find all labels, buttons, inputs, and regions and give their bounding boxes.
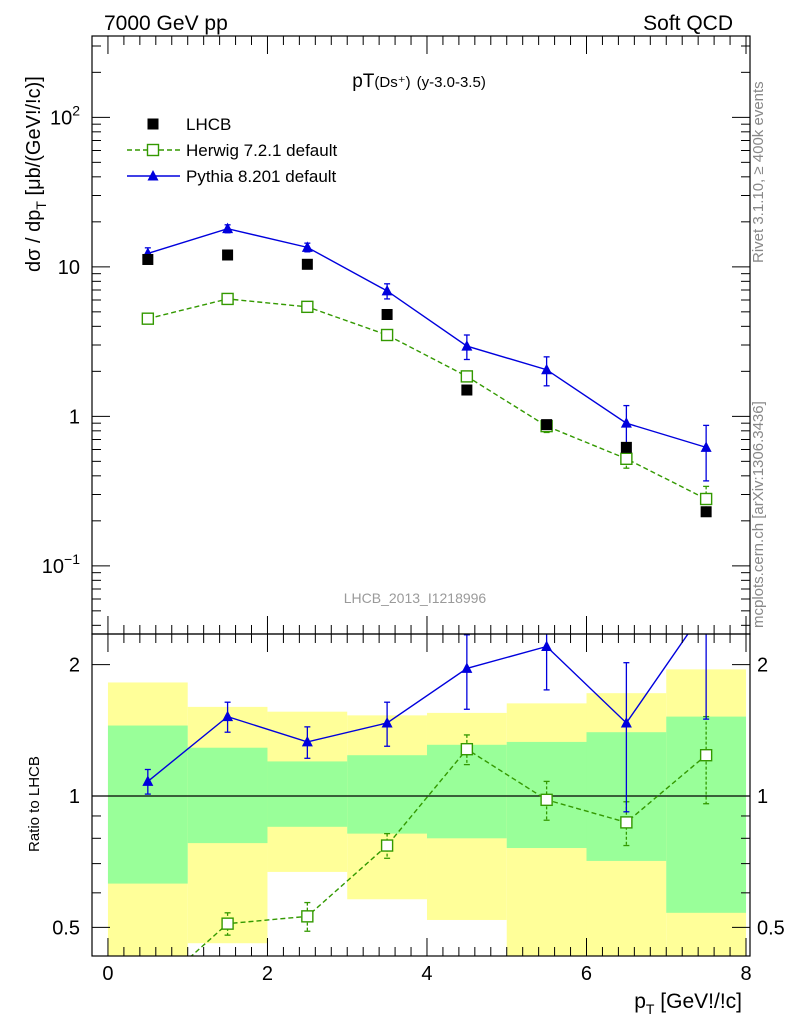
main-y-tick-label: 1 — [69, 406, 80, 428]
x-axis-label: pT [GeV!/!c] — [634, 990, 742, 1017]
main-y-tick-label: 10 — [58, 257, 80, 279]
header-energy: 7000 GeV pp — [104, 12, 228, 35]
ratio-band-inner — [426, 744, 507, 839]
ratio-y-tick-label-right: 0.5 — [757, 917, 785, 939]
legend-label-data: LHCB — [186, 115, 231, 134]
pythia-ratio-point — [461, 662, 473, 673]
legend-pythia-marker — [147, 170, 159, 181]
herwig-point — [141, 312, 155, 325]
pythia-point — [381, 284, 393, 296]
ratio-band-inner — [107, 725, 188, 884]
source-reference-label: mcplots.cern.ch [arXiv:1306.3436] — [750, 401, 767, 628]
lhcb-data-point — [222, 249, 234, 261]
lhcb-data-point — [461, 384, 473, 396]
lhcb-data-point — [142, 253, 154, 265]
herwig-ratio-point — [301, 910, 314, 923]
pythia-line — [147, 227, 707, 449]
analysis-watermark: LHCB_2013_I1218996 — [344, 590, 487, 606]
pythia-point — [700, 441, 712, 452]
lhcb-data-point — [301, 258, 313, 270]
ratio-frame — [91, 633, 751, 957]
herwig-point — [460, 370, 474, 383]
main-y-tick-label: 10−1 — [42, 551, 80, 578]
ratio-y-tick-label-left: 0.5 — [52, 917, 80, 939]
pythia-point — [541, 363, 553, 375]
plot-title: pT(Ds⁺) (y-3.0-3.5) — [352, 71, 486, 92]
x-tick-label: 6 — [581, 963, 592, 985]
x-axis-label-b: [GeV!/!c] — [654, 990, 742, 1013]
herwig-ratio-point — [620, 816, 633, 829]
pythia-ratio-line — [147, 634, 689, 782]
herwig-point — [221, 292, 234, 306]
herwig-ratio-line — [190, 748, 707, 956]
main-y-axis-label-a: dσ / dp — [23, 210, 45, 272]
x-axis-label-sub: T — [646, 1001, 655, 1017]
herwig-ratio-point — [460, 742, 474, 756]
ratio-plot-area — [142, 602, 713, 1001]
plot-title-particle: (Ds⁺) — [374, 74, 410, 91]
herwig-ratio-point — [540, 793, 553, 807]
lhcb-data-point — [541, 419, 553, 431]
main-y-axis-label-b: [μb/(GeV!/!c)] — [23, 76, 45, 201]
pythia-ratio-point — [620, 716, 632, 728]
header-category: Soft QCD — [643, 12, 733, 35]
ratio-band-inner — [267, 761, 348, 827]
pythia-point — [461, 340, 473, 351]
lhcb-data-point — [620, 441, 632, 453]
legend-lhcb-marker — [147, 118, 159, 130]
ratio-y-tick-label-right: 2 — [757, 655, 768, 677]
legend-label-pythia: Pythia 8.201 default — [186, 167, 337, 186]
pythia-point — [301, 241, 313, 252]
x-tick-label: 4 — [421, 963, 432, 985]
pythia-ratio-point — [142, 775, 154, 786]
main-y-tick-label: 102 — [50, 102, 80, 129]
herwig-point — [699, 492, 713, 506]
pythia-point — [222, 222, 234, 234]
ratio-y-axis-label: Ratio to LHCB — [26, 756, 43, 852]
ratio-band-inner — [347, 755, 427, 834]
herwig-ratio-point — [380, 839, 394, 852]
pythia-ratio-point — [301, 735, 313, 747]
x-tick-label: 0 — [102, 963, 113, 985]
x-axis-label-a: p — [634, 990, 646, 1013]
ratio-band-inner — [666, 716, 747, 913]
main-plot-area — [141, 222, 713, 518]
lhcb-data-point — [381, 308, 393, 320]
herwig-point — [380, 328, 394, 342]
lhcb-data-point — [700, 506, 712, 518]
pythia-ratio-point — [701, 602, 712, 613]
herwig-point — [301, 300, 314, 314]
herwig-ratio-point — [221, 917, 234, 930]
ratio-y-tick-label-left: 1 — [69, 786, 80, 808]
main-y-axis-label-sub: T — [33, 201, 49, 210]
pythia-point — [620, 417, 632, 428]
ratio-y-tick-label-left: 2 — [69, 655, 80, 677]
legend-label-herwig: Herwig 7.2.1 default — [186, 141, 337, 160]
main-y-axis-label: dσ / dpT [μb/(GeV!/!c)] — [23, 76, 49, 272]
pythia-ratio-point — [381, 716, 393, 728]
pythia-ratio-point — [541, 640, 553, 652]
herwig-point — [620, 452, 633, 465]
ratio-uncertainty-bands — [92, 669, 750, 956]
axes: 10−1 1 10 102 0 2 4 6 8 0.5 0.5 1 1 2 2 — [42, 36, 785, 985]
plot-title-main: pT — [352, 71, 375, 92]
x-tick-label: 2 — [262, 963, 273, 985]
legend-herwig-marker — [146, 143, 160, 157]
x-tick-label: 8 — [740, 963, 751, 985]
legend: LHCB Herwig 7.2.1 default Pythia 8.201 def… — [127, 115, 337, 186]
herwig-ratio-point — [699, 749, 713, 762]
pythia-ratio-point — [222, 710, 234, 722]
ratio-y-tick-label-right: 1 — [757, 786, 768, 808]
herwig-ratio-point — [142, 990, 153, 1001]
rivet-version-label: Rivet 3.1.10, ≥ 400k events — [750, 81, 767, 263]
herwig-line — [147, 298, 707, 500]
plot-title-range: (y-3.0-3.5) — [417, 74, 486, 91]
